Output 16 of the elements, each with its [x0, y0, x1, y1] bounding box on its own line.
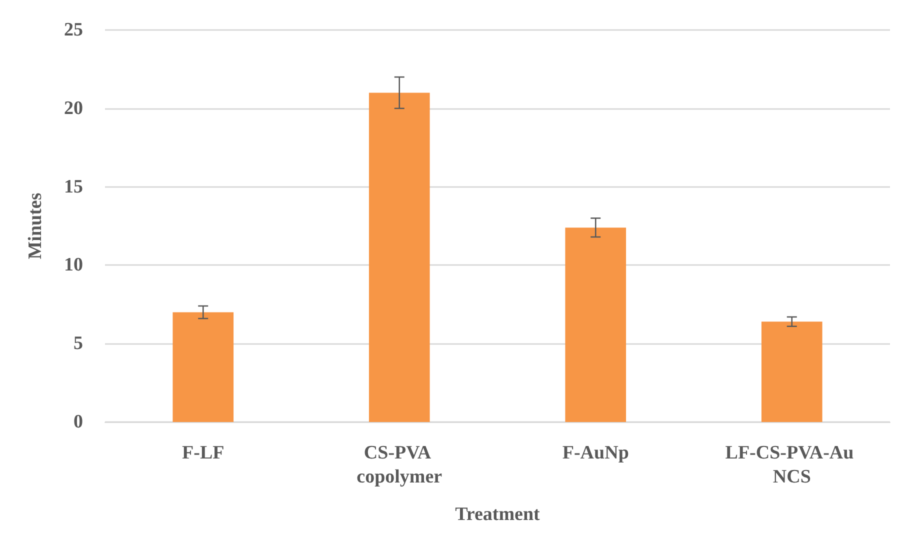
x-tick-label: CS-PVA copolymer [356, 442, 443, 488]
y-tick-label: 15 [64, 176, 83, 198]
y-tick-label: 0 [74, 412, 83, 432]
bar [761, 322, 822, 422]
bar [172, 312, 234, 422]
x-tick-label: F-LF [182, 442, 224, 464]
y-tick-label: 5 [74, 333, 83, 354]
y-axis-title: Minutes [25, 192, 46, 260]
x-tick-label: LF-CS-PVA-Au NCS [725, 442, 858, 488]
y-tick-label: 20 [64, 98, 83, 119]
x-tick-label: F-AuNp [562, 442, 629, 464]
x-axis-title: Treatment [455, 504, 541, 525]
bar [565, 228, 626, 422]
bar [368, 92, 430, 422]
y-tick-label: 10 [64, 254, 83, 276]
y-tick-label: 25 [64, 20, 83, 40]
